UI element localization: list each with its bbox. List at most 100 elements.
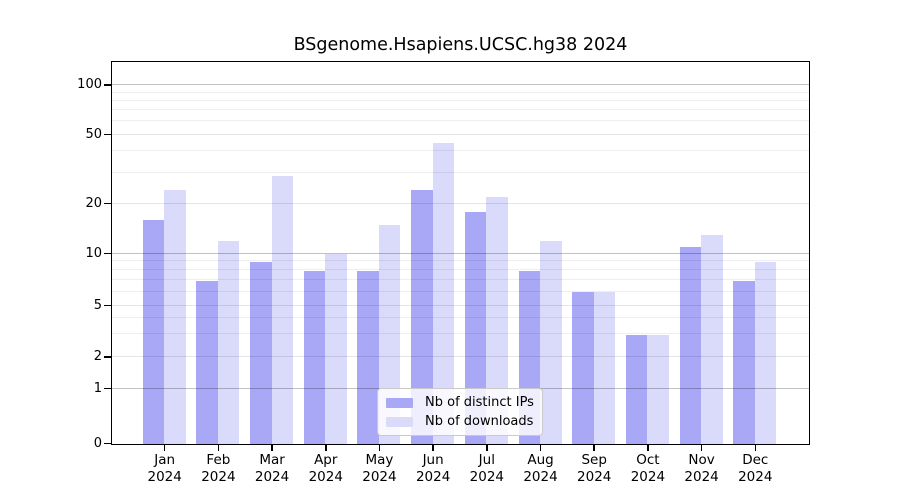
x-tick-mark-jul [486,445,488,451]
gridline-40 [112,150,809,152]
x-tick-mark-mar [271,445,273,451]
bar-distinct-ips-nov [679,247,702,444]
gridline-50 [112,133,809,135]
bar-distinct-ips-feb [196,280,218,444]
legend: Nb of distinct IPs Nb of downloads [377,388,543,436]
x-tick-mark-dec [754,445,757,451]
bar-downloads-jun [432,142,455,444]
x-tick-mark-aug [539,445,542,451]
x-tick-mark-oct [647,445,649,451]
gridline-60 [112,120,809,122]
bar-downloads-aug [540,240,562,444]
x-tick-mark-feb [217,445,220,451]
gridline-80 [112,99,809,101]
x-tick-year-may: 2024 [362,468,397,485]
x-tick-label-mar: Mar 2024 [240,452,304,485]
bar-downloads-feb [217,240,240,444]
x-tick-mark-nov [700,445,703,451]
legend-item-downloads: Nb of downloads [386,414,534,429]
bar-distinct-ips-sep [572,292,594,444]
x-tick-year-aug: 2024 [523,468,558,485]
x-tick-label-nov: Nov 2024 [670,452,734,485]
bar-downloads-dec [754,261,777,444]
gridline-6 [112,290,809,292]
y-tick-label-1: 1 [93,380,102,396]
y-tick-mark-5 [104,304,111,307]
y-tick-label-5: 5 [93,297,102,313]
x-tick-mark-may [378,445,381,451]
bar-distinct-ips-jun [411,190,433,444]
x-tick-label-feb: Feb 2024 [186,452,250,485]
x-tick-label-jul: Jul 2024 [455,452,519,485]
x-tick-mark-apr [325,445,327,451]
bar-downloads-oct [647,334,669,444]
y-tick-mark-10 [104,252,111,255]
x-tick-label-may: May 2024 [347,452,411,485]
x-tick-label-dec: Dec 2024 [723,452,787,485]
legend-item-distinct-ips: Nb of distinct IPs [386,395,534,410]
gridline-3 [112,333,809,335]
gridline-30 [112,171,809,173]
x-tick-year-jun: 2024 [415,468,451,485]
x-tick-year-jan: 2024 [147,468,182,485]
bar-downloads-nov [701,235,723,444]
bar-distinct-ips-jan [142,220,165,444]
x-tick-label-apr: Apr 2024 [294,452,358,485]
x-tick-year-feb: 2024 [201,468,236,485]
gridline-8 [112,269,809,271]
x-tick-year-nov: 2024 [684,468,719,485]
x-tick-label-sep: Sep 2024 [562,452,626,485]
x-tick-label-aug: Aug 2024 [509,452,573,485]
y-tick-mark-2 [104,356,111,358]
x-tick-mark-sep [593,445,595,451]
x-tick-label-oct: Oct 2024 [616,452,680,485]
x-tick-mark-jan [163,445,166,451]
gridline-70 [112,109,809,111]
gridline-10 [112,252,809,254]
y-tick-label-20: 20 [85,195,102,211]
y-tick-mark-50 [104,133,111,136]
gridline-4 [112,317,809,319]
bar-distinct-ips-mar [250,261,272,444]
gridline-100 [112,84,809,85]
gridline-5 [112,304,809,306]
y-tick-label-2: 2 [93,349,102,364]
y-tick-mark-0 [104,442,111,445]
y-tick-mark-1 [104,387,111,390]
bar-distinct-ips-apr [303,270,326,444]
bar-downloads-jul [486,196,508,444]
y-tick-label-10: 10 [85,245,102,261]
chart-title: BSgenome.Hsapiens.UCSC.hg38 2024 [293,35,628,55]
bar-distinct-ips-dec [733,280,755,444]
x-tick-year-sep: 2024 [577,468,612,485]
y-tick-label-100: 100 [77,77,102,92]
legend-swatch-distinct-ips [386,397,413,408]
x-tick-mark-jun [432,445,434,451]
legend-label-distinct-ips: Nb of distinct IPs [425,395,534,410]
legend-label-downloads: Nb of downloads [425,414,534,429]
x-tick-year-jul: 2024 [469,468,504,485]
x-tick-label-jan: Jan 2024 [133,452,197,485]
gridline-7 [112,279,809,281]
bar-downloads-mar [271,176,294,444]
plot-area [111,61,810,445]
bar-distinct-ips-jul [464,211,487,444]
y-tick-label-50: 50 [85,126,102,142]
x-tick-year-mar: 2024 [254,468,290,485]
y-tick-label-0: 0 [93,435,102,451]
bar-downloads-apr [325,254,347,444]
y-tick-mark-100 [104,84,111,86]
y-tick-mark-20 [104,202,111,205]
x-tick-year-apr: 2024 [308,468,343,485]
bar-downloads-jan [164,190,186,444]
gridline-20 [112,202,809,204]
legend-swatch-downloads [386,416,413,427]
x-tick-label-jun: Jun 2024 [401,452,465,485]
bar-downloads-sep [593,292,616,444]
gridline-90 [112,91,809,93]
x-tick-year-dec: 2024 [738,468,773,485]
x-tick-year-oct: 2024 [630,468,666,485]
gridline-9 [112,260,809,262]
bar-distinct-ips-oct [625,334,648,444]
